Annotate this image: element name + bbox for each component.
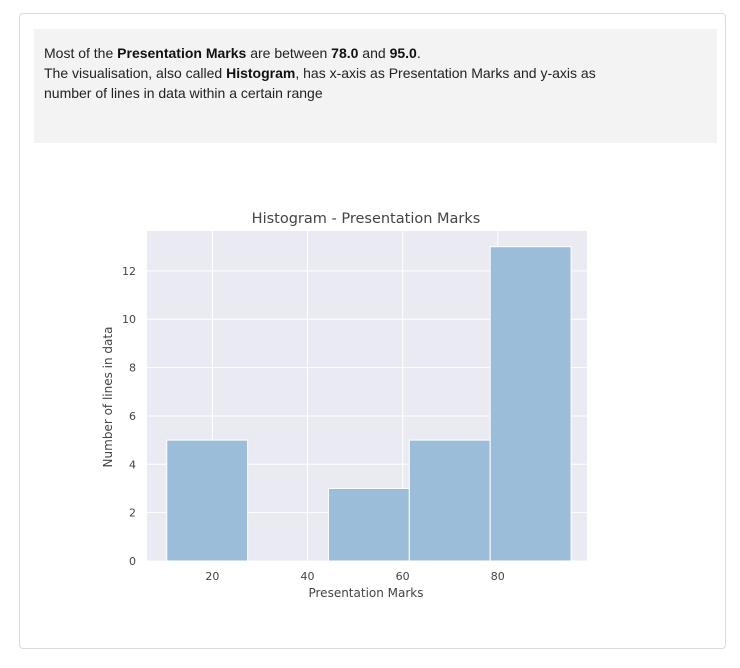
summary-box: Most of the Presentation Marks are betwe…	[34, 29, 717, 143]
summary-line-3: number of lines in data within a certain…	[44, 85, 323, 101]
y-tick-label: 4	[129, 458, 136, 471]
x-tick-label: 40	[301, 570, 315, 583]
range-high: 95.0	[389, 45, 417, 61]
field-name: Presentation Marks	[117, 45, 247, 61]
histogram-bar	[489, 246, 572, 562]
y-tick-label: 12	[122, 265, 136, 278]
summary-text: are between	[246, 45, 332, 61]
y-tick-label: 8	[129, 362, 136, 375]
summary-text: , has x-axis as Presentation Marks and y…	[295, 65, 596, 81]
histogram-bar	[327, 487, 410, 562]
chart-type-name: Histogram	[226, 65, 296, 81]
x-axis-label: Presentation Marks	[308, 586, 423, 600]
x-tick-label: 80	[491, 570, 505, 583]
range-low: 78.0	[331, 45, 359, 61]
summary-text: and	[358, 45, 390, 61]
tick-labels: 20 40 60 80 0 2 4 6 8 10 12	[122, 265, 505, 583]
y-axis-label: Number of lines in data	[101, 327, 115, 468]
summary-text: Most of the	[44, 45, 118, 61]
histogram-bar	[166, 439, 249, 562]
chart-title: Histogram - Presentation Marks	[252, 211, 481, 227]
x-tick-label: 20	[205, 570, 219, 583]
y-tick-label: 0	[129, 555, 136, 568]
y-tick-label: 2	[129, 507, 136, 520]
summary-text: The visualisation, also called	[44, 65, 227, 81]
bars	[166, 246, 572, 562]
y-tick-label: 6	[129, 410, 136, 423]
histogram-bar	[408, 439, 491, 562]
summary-line-2: The visualisation, also called Histogram…	[44, 63, 707, 83]
summary-text: .	[416, 45, 421, 61]
y-tick-label: 10	[122, 313, 136, 326]
x-tick-label: 60	[396, 570, 410, 583]
summary-line-1: Most of the Presentation Marks are betwe…	[44, 43, 707, 63]
